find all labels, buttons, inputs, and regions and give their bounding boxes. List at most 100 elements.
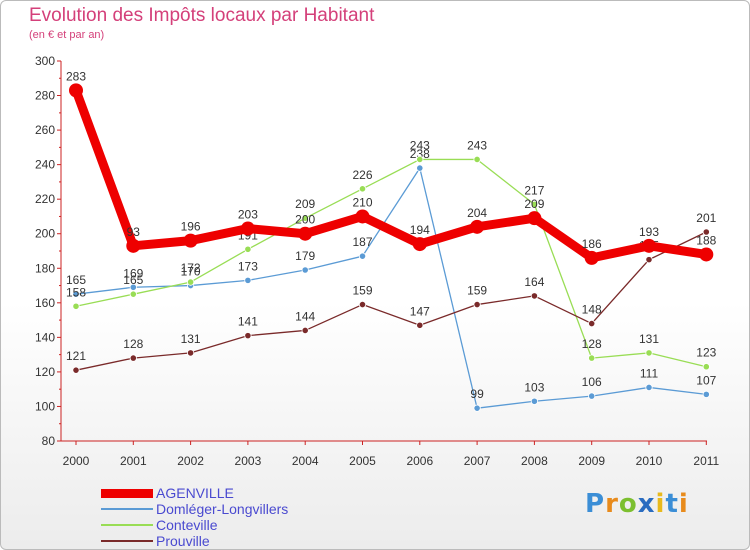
data-label: 131 bbox=[639, 332, 659, 346]
data-label: 243 bbox=[467, 138, 487, 152]
legend-label: Domléger-Longvillers bbox=[156, 501, 289, 517]
data-point bbox=[183, 233, 198, 248]
data-point bbox=[358, 185, 367, 193]
data-point bbox=[187, 278, 195, 286]
data-label: 123 bbox=[696, 346, 716, 360]
data-label: 164 bbox=[524, 275, 544, 289]
data-label: 148 bbox=[582, 303, 602, 317]
chart-subtitle: (en € et par an) bbox=[29, 29, 105, 41]
chart-legend: AGENVILLE Domléger-Longvillers Conteville P… bbox=[101, 485, 288, 549]
data-point bbox=[416, 155, 424, 164]
data-point bbox=[473, 404, 481, 412]
data-point bbox=[72, 290, 80, 298]
data-label: 128 bbox=[123, 337, 143, 351]
data-point bbox=[244, 332, 252, 340]
data-label: 170 bbox=[181, 265, 201, 279]
y-tick-label: 120 bbox=[35, 365, 55, 379]
data-point bbox=[69, 83, 83, 98]
data-label: 204 bbox=[467, 206, 487, 220]
data-label: 169 bbox=[123, 266, 143, 280]
series-line bbox=[75, 231, 707, 371]
legend-label: Prouville bbox=[156, 533, 210, 549]
data-point bbox=[584, 250, 599, 265]
proxiti-logo: Proxiti bbox=[585, 489, 689, 519]
x-tick-label: 2008 bbox=[521, 454, 548, 468]
x-tick-label: 2006 bbox=[406, 454, 433, 468]
data-point bbox=[473, 300, 481, 309]
x-tick-label: 2003 bbox=[235, 454, 262, 468]
data-point bbox=[645, 383, 653, 392]
data-point bbox=[527, 211, 542, 226]
legend-item: AGENVILLE bbox=[101, 485, 288, 501]
data-point bbox=[530, 292, 539, 300]
series-line bbox=[75, 167, 707, 409]
data-label: 203 bbox=[238, 208, 258, 222]
legend-swatch bbox=[101, 508, 153, 510]
legend-swatch bbox=[101, 488, 153, 498]
y-tick-label: 140 bbox=[35, 330, 55, 344]
data-point bbox=[301, 326, 309, 335]
data-point bbox=[240, 221, 255, 236]
data-label: 209 bbox=[524, 197, 544, 211]
x-tick-label: 2011 bbox=[693, 454, 719, 468]
y-tick-label: 300 bbox=[35, 54, 55, 68]
data-label: 173 bbox=[238, 259, 258, 273]
logo-letter: t bbox=[665, 489, 679, 519]
data-point bbox=[588, 354, 596, 362]
data-label: 179 bbox=[295, 249, 315, 263]
data-label: 165 bbox=[123, 273, 143, 287]
logo-letter: o bbox=[618, 489, 638, 519]
data-point bbox=[244, 276, 252, 284]
data-label: 186 bbox=[582, 237, 602, 251]
legend-label: Conteville bbox=[156, 517, 218, 533]
y-tick-label: 160 bbox=[35, 296, 55, 310]
data-label: 200 bbox=[295, 213, 315, 227]
x-tick-label: 2002 bbox=[177, 454, 204, 468]
data-label: 141 bbox=[238, 315, 258, 329]
legend-item: Prouville bbox=[101, 533, 288, 549]
data-point bbox=[530, 200, 539, 208]
data-point bbox=[702, 390, 710, 398]
data-point bbox=[702, 228, 710, 236]
data-point bbox=[645, 349, 653, 357]
data-label: 111 bbox=[640, 366, 659, 380]
data-point bbox=[72, 302, 80, 310]
x-tick-label: 2004 bbox=[292, 454, 319, 468]
logo-letter: i bbox=[655, 489, 666, 519]
logo-letter: x bbox=[637, 489, 656, 519]
data-label: 217 bbox=[524, 183, 544, 197]
logo-letter: r bbox=[605, 489, 619, 519]
x-tick-label: 2010 bbox=[636, 454, 663, 468]
data-label: 193 bbox=[639, 225, 659, 239]
data-label: 210 bbox=[352, 195, 372, 209]
data-point bbox=[470, 219, 485, 234]
data-label: 165 bbox=[66, 273, 86, 287]
data-label: 147 bbox=[410, 304, 430, 318]
data-point bbox=[416, 321, 424, 329]
data-point bbox=[244, 245, 252, 253]
data-point bbox=[298, 226, 313, 241]
data-label: 93 bbox=[127, 225, 141, 239]
data-point bbox=[355, 209, 370, 224]
y-tick-label: 240 bbox=[35, 158, 55, 172]
data-point bbox=[129, 283, 137, 291]
x-tick-label: 2007 bbox=[464, 454, 491, 468]
legend-item: Conteville bbox=[101, 517, 288, 533]
series-line bbox=[75, 158, 707, 368]
y-tick-label: 180 bbox=[35, 261, 55, 275]
data-point bbox=[129, 354, 137, 362]
y-tick-label: 260 bbox=[35, 123, 55, 137]
legend-item: Domléger-Longvillers bbox=[101, 501, 288, 517]
x-tick-label: 2000 bbox=[63, 454, 90, 468]
y-tick-label: 80 bbox=[42, 434, 56, 448]
logo-letter: P bbox=[585, 489, 606, 519]
y-tick-label: 100 bbox=[35, 399, 55, 413]
series-prouville: 121128131141144159147159164148185201 bbox=[66, 211, 717, 374]
data-label: 209 bbox=[295, 197, 315, 211]
data-label: 188 bbox=[696, 233, 716, 247]
data-point bbox=[588, 392, 596, 400]
data-point bbox=[358, 252, 367, 260]
